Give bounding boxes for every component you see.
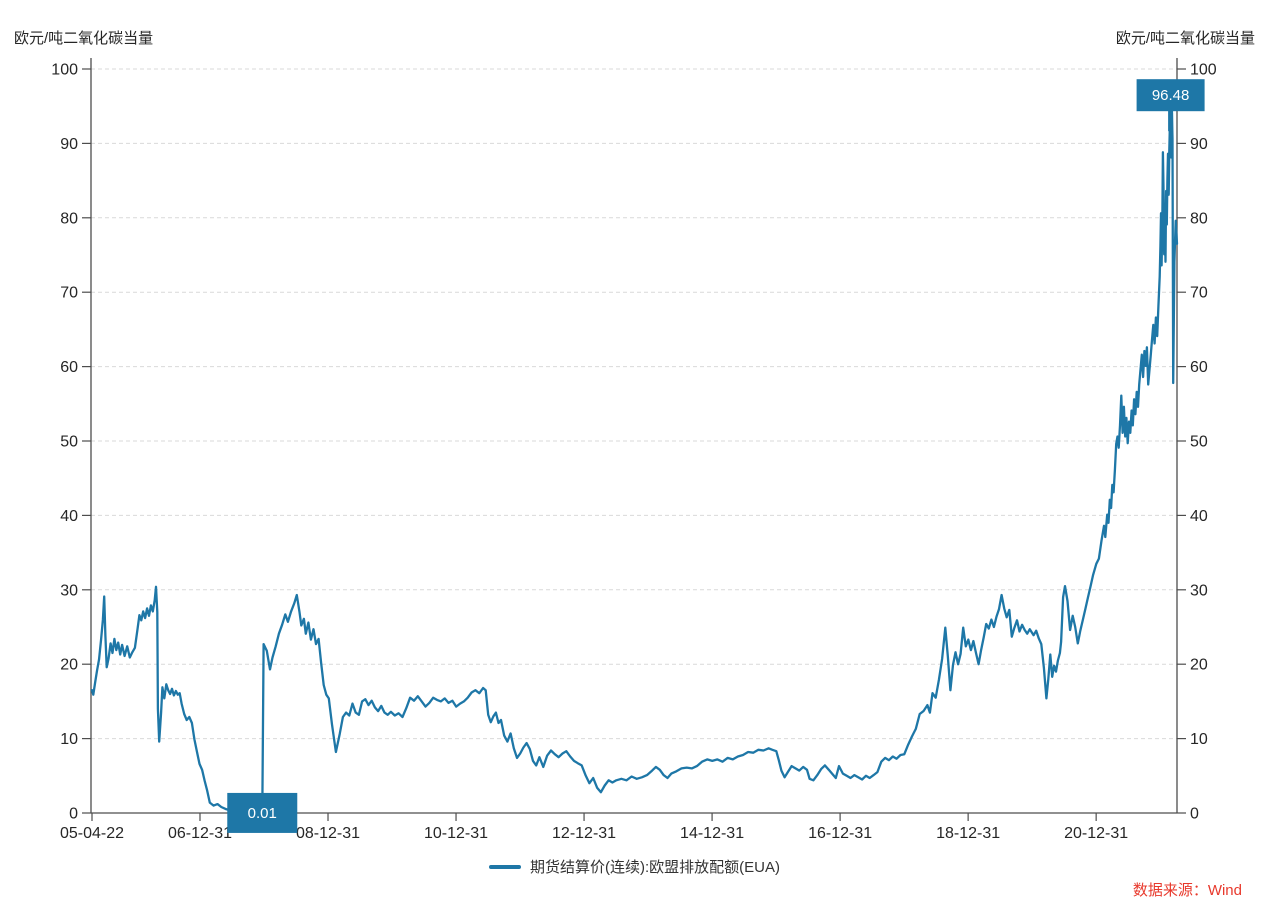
annotation-min-box <box>227 792 298 833</box>
legend: 期货结算价(连续):欧盟排放配额(EUA) <box>0 856 1269 877</box>
legend-line-swatch <box>489 864 521 869</box>
price-line <box>90 94 1179 815</box>
y-tick-label-left: 70 <box>60 285 78 302</box>
x-tick-label: 06-12-31 <box>168 825 232 842</box>
y-tick-label-left: 0 <box>69 806 78 823</box>
y-tick-label-left: 50 <box>60 434 78 451</box>
y-tick-label-right: 70 <box>1190 285 1208 302</box>
x-tick-label: 05-04-22 <box>60 825 124 842</box>
x-tick-label: 20-12-31 <box>1064 825 1128 842</box>
y-tick-label-right: 20 <box>1190 657 1208 674</box>
y-tick-label-left: 100 <box>51 62 78 79</box>
y-tick-label-left: 10 <box>60 731 78 748</box>
y-tick-label-right: 90 <box>1190 136 1208 153</box>
y-tick-label-right: 0 <box>1190 806 1199 823</box>
x-tick-label: 14-12-31 <box>680 825 744 842</box>
y-tick-label-right: 60 <box>1190 359 1208 376</box>
annotation-stem <box>1168 109 1174 132</box>
x-tick-label: 08-12-31 <box>296 825 360 842</box>
y-tick-label-left: 40 <box>60 508 78 525</box>
y-tick-label-right: 10 <box>1190 731 1208 748</box>
x-tick-label: 12-12-31 <box>552 825 616 842</box>
y-tick-label-left: 20 <box>60 657 78 674</box>
annotation-min-label: 0.01 <box>248 805 277 822</box>
y-tick-label-left: 80 <box>60 210 78 227</box>
annotation-max-label: 96.48 <box>1152 87 1190 104</box>
y-tick-label-left: 30 <box>60 582 78 599</box>
y-tick-label-left: 90 <box>60 136 78 153</box>
left-axis-title: 欧元/吨二氧化碳当量 <box>14 30 154 47</box>
y-tick-label-right: 30 <box>1190 582 1208 599</box>
y-tick-label-right: 50 <box>1190 434 1208 451</box>
y-tick-label-right: 80 <box>1190 210 1208 227</box>
legend-label: 期货结算价(连续):欧盟排放配额(EUA) <box>530 859 780 876</box>
y-tick-label-right: 40 <box>1190 508 1208 525</box>
y-tick-label-left: 60 <box>60 359 78 376</box>
x-tick-label: 16-12-31 <box>808 825 872 842</box>
x-tick-label: 10-12-31 <box>424 825 488 842</box>
x-tick-label: 18-12-31 <box>936 825 1000 842</box>
data-source: 数据来源：Wind <box>1132 882 1242 899</box>
y-tick-label-right: 100 <box>1190 62 1217 79</box>
annotation-max-box <box>1136 79 1205 112</box>
right-axis-title: 欧元/吨二氧化碳当量 <box>1115 30 1255 47</box>
